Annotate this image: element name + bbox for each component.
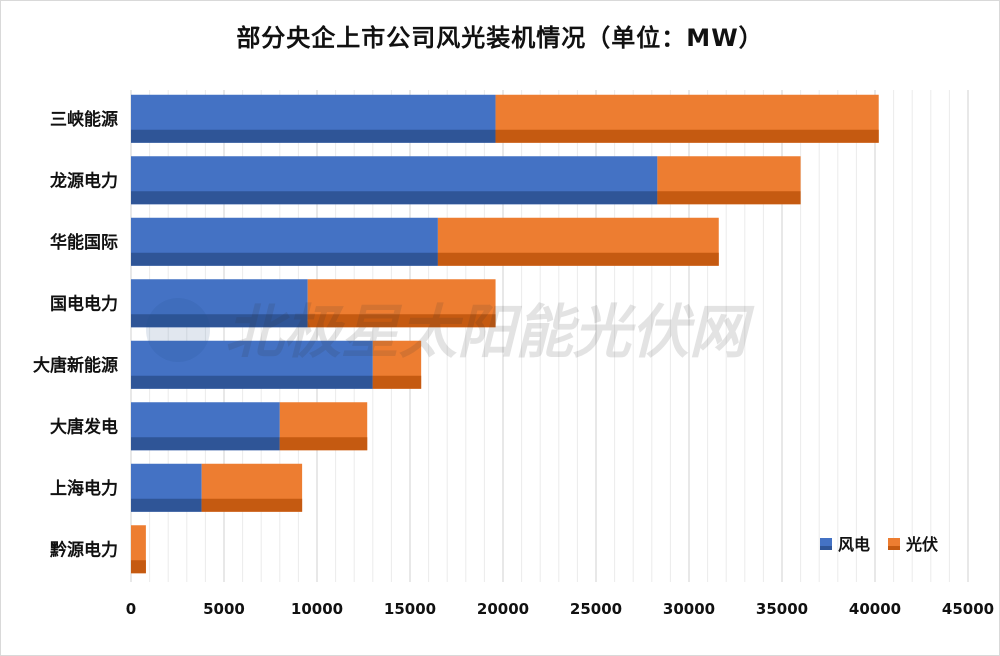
bar-shade-风电-华能国际 [131, 252, 438, 266]
x-tick-label: 45000 [942, 600, 994, 618]
bar-shade-光伏-三峡能源 [495, 129, 879, 143]
bar-shade-风电-三峡能源 [131, 129, 496, 143]
bar-shade-光伏-大唐发电 [279, 437, 368, 451]
bar-shade-风电-大唐新能源 [131, 375, 373, 389]
category-label: 龙源电力 [49, 170, 118, 191]
category-label: 大唐发电 [50, 416, 118, 437]
x-tick-label: 30000 [663, 600, 715, 618]
x-tick-label: 10000 [291, 600, 343, 618]
x-tick-label: 0 [126, 600, 136, 618]
bar-shade-风电-上海电力 [131, 498, 202, 512]
x-tick-label: 15000 [384, 600, 436, 618]
bar-shade-光伏-大唐新能源 [372, 375, 422, 389]
x-tick-label: 25000 [570, 600, 622, 618]
x-tick-labels: 0 5000 10000 15000 20000 25000 30000 35000 40000… [126, 600, 994, 618]
bar-shade-风电-国电电力 [131, 314, 308, 328]
bar-shade-光伏-上海电力 [201, 498, 303, 512]
legend-swatch-shade [888, 546, 900, 550]
x-tick-label: 35000 [756, 600, 808, 618]
category-label: 三峡能源 [50, 109, 118, 130]
x-tick-label: 5000 [203, 600, 245, 618]
bar-shade-风电-龙源电力 [131, 191, 658, 205]
bar-shade-光伏-龙源电力 [657, 191, 801, 205]
chart-title: 部分央企上市公司风光装机情况（单位：MW） [236, 24, 764, 52]
bar-shade-光伏-黔源电力 [131, 560, 146, 574]
category-label: 国电电力 [50, 293, 118, 314]
bars-group [131, 94, 879, 574]
legend-swatch-shade [820, 546, 832, 550]
legend-label-风电: 风电 [838, 535, 870, 554]
legend-label-光伏: 光伏 [905, 535, 938, 554]
bar-shade-光伏-国电电力 [307, 314, 496, 328]
x-tick-label: 20000 [477, 600, 529, 618]
legend: 风电 光伏 [820, 535, 938, 554]
category-label: 黔源电力 [50, 539, 118, 560]
category-label: 华能国际 [50, 232, 118, 253]
category-label: 大唐新能源 [33, 355, 118, 376]
x-tick-label: 40000 [849, 600, 901, 618]
bar-shade-风电-大唐发电 [131, 437, 280, 451]
category-label: 上海电力 [50, 478, 118, 499]
bar-shade-光伏-华能国际 [437, 252, 719, 266]
